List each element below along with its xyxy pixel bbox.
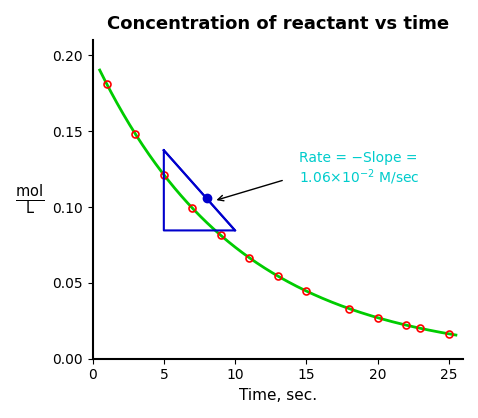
Text: Rate = −Slope =
1.06×10$^{-2}$ M/sec: Rate = −Slope = 1.06×10$^{-2}$ M/sec: [299, 151, 420, 187]
Title: Concentration of reactant vs time: Concentration of reactant vs time: [107, 15, 449, 33]
Text: $\frac{\mathrm{mol}}{\mathrm{L}}$: $\frac{\mathrm{mol}}{\mathrm{L}}$: [15, 182, 44, 217]
X-axis label: Time, sec.: Time, sec.: [239, 388, 317, 403]
